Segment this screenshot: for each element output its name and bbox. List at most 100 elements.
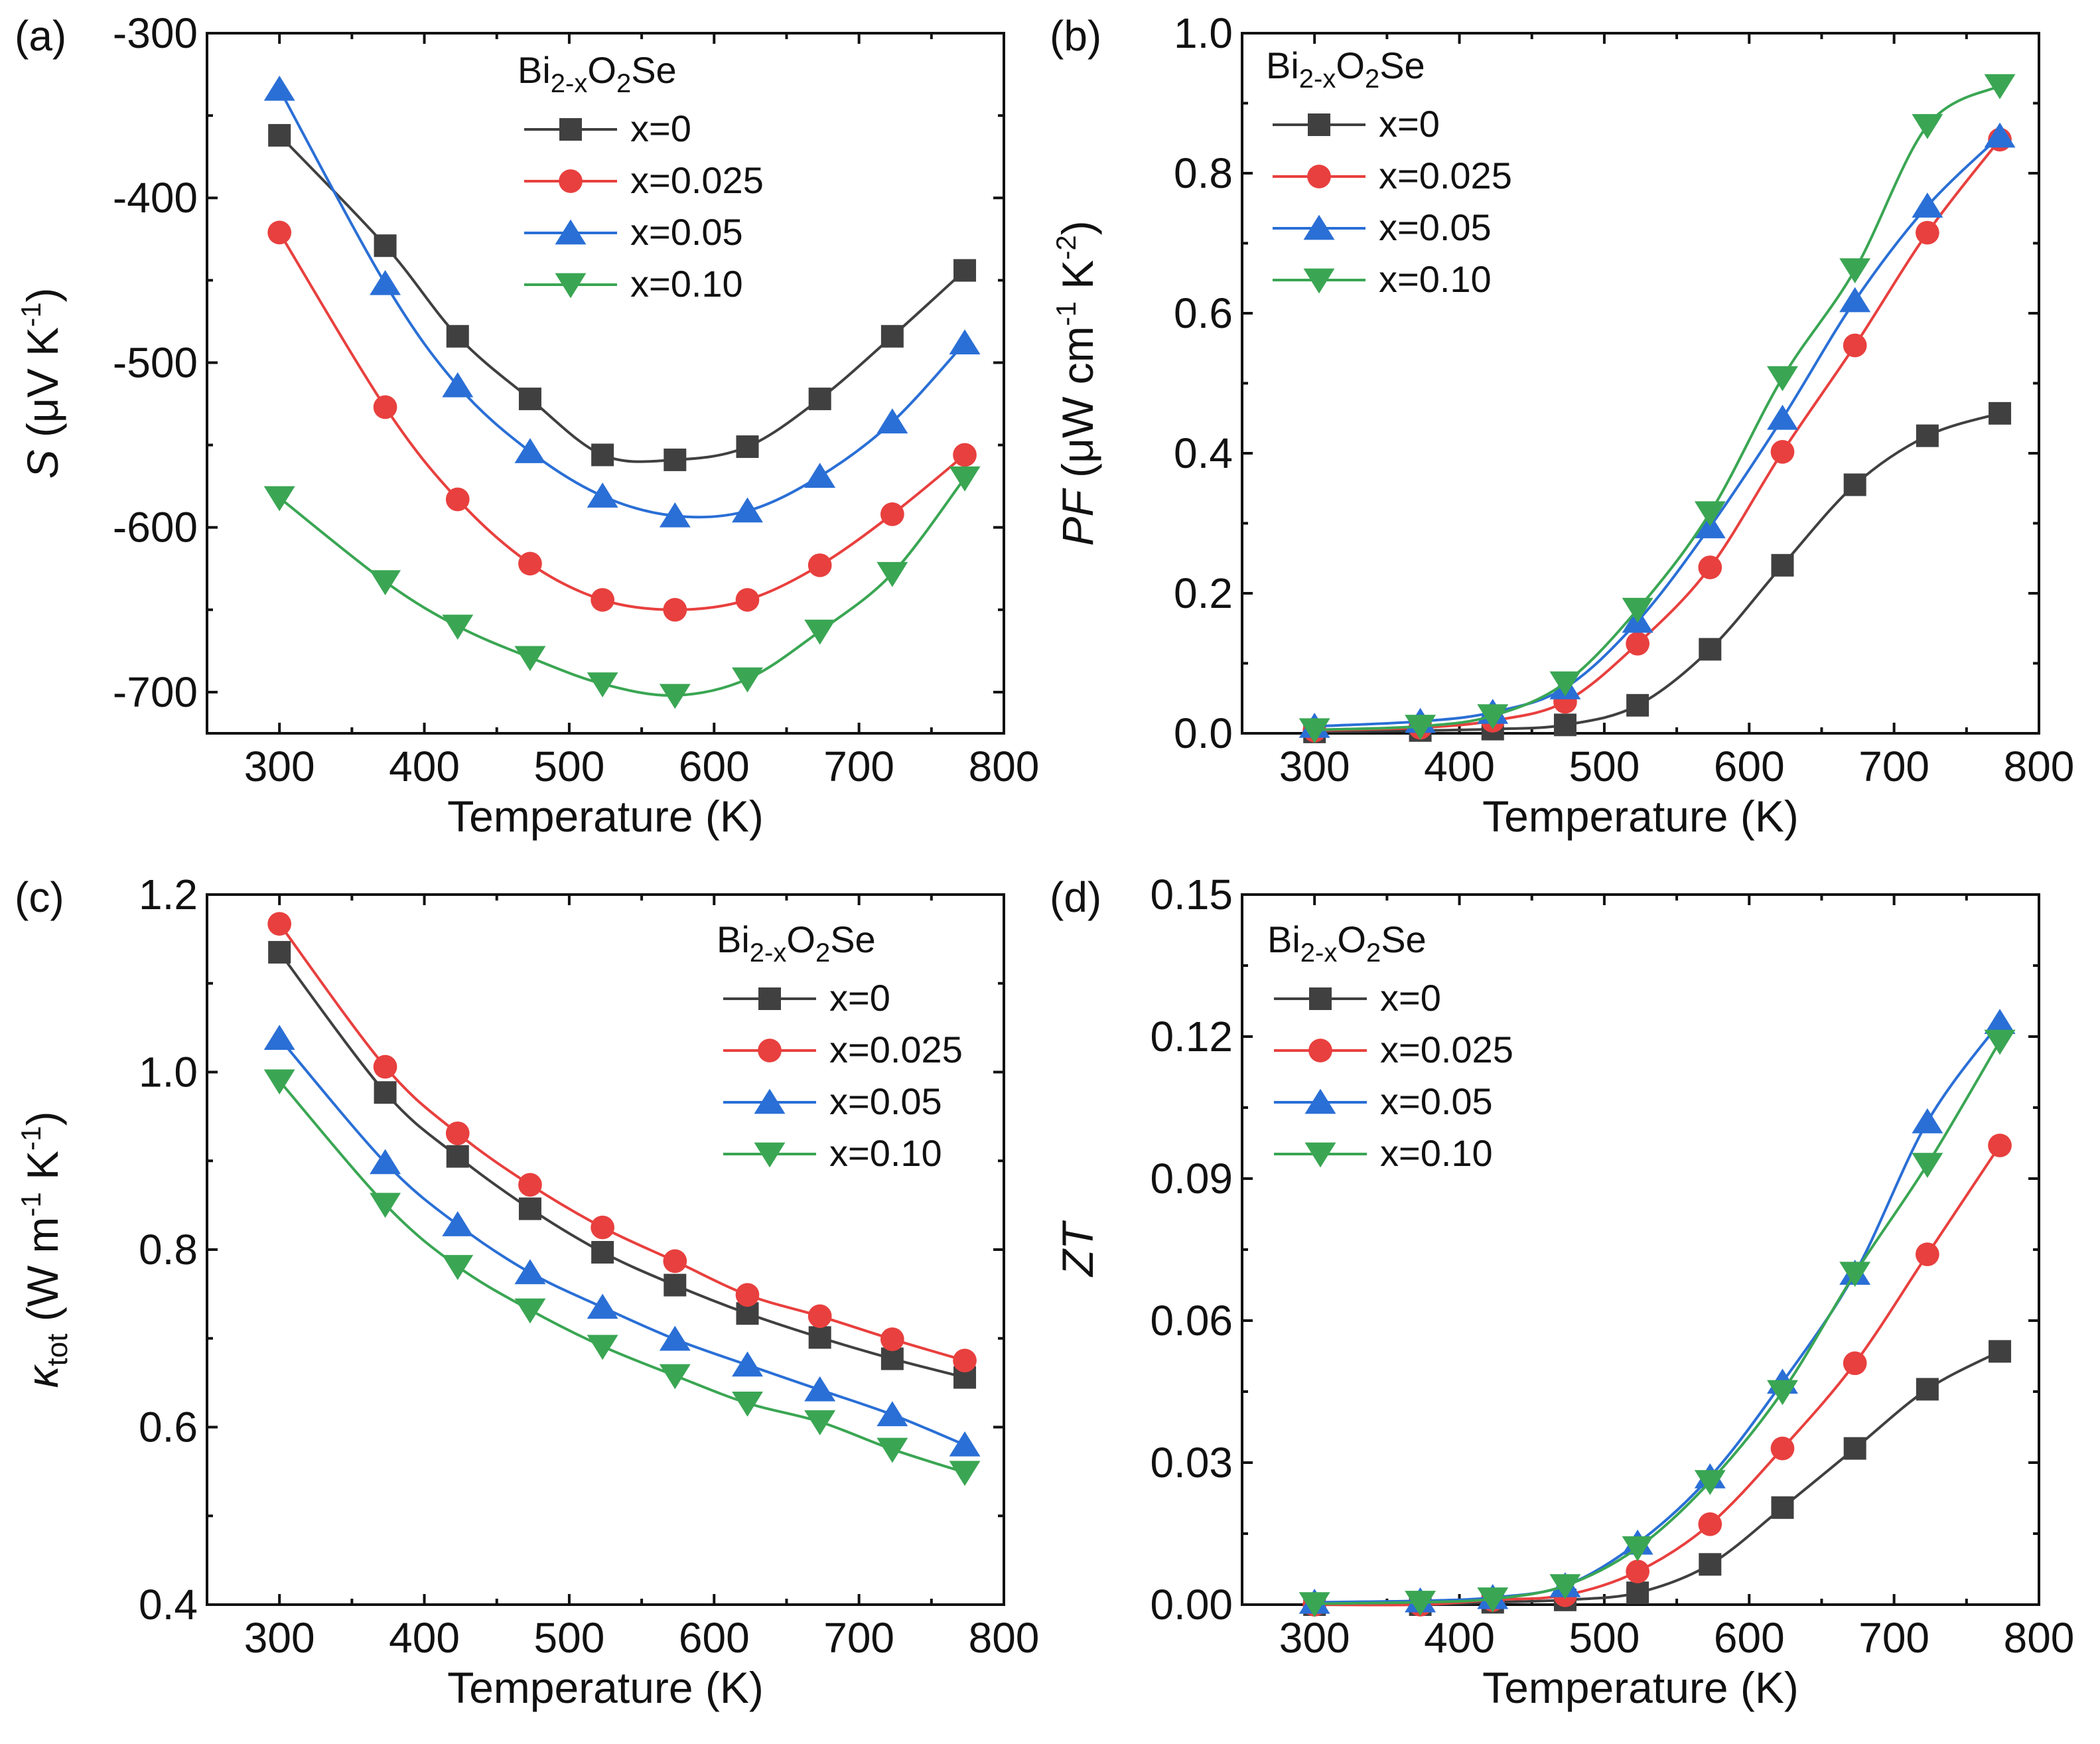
x-axis-label: Temperature (K) (1482, 1663, 1799, 1712)
y-tick-label: 0.6 (1174, 289, 1233, 337)
data-point (514, 646, 546, 672)
data-point (808, 388, 831, 411)
series-line (1314, 1350, 2000, 1607)
legend: Bi2-xO2Se x=0 x=0.025 x=0.05 x=0.10 (518, 49, 764, 305)
series-x=0 (1303, 1340, 2012, 1616)
x-tick-label: 800 (2004, 1614, 2075, 1662)
y-axis-label: κtot​ (W m-1 K-1) (15, 1112, 74, 1388)
legend-marker (1309, 987, 1332, 1010)
data-point (732, 1351, 763, 1377)
data-point (1916, 1242, 1939, 1266)
data-point (514, 1298, 546, 1324)
y-tick-label: 0.4 (139, 1581, 198, 1629)
legend-marker (559, 169, 583, 193)
data-point (735, 588, 760, 612)
series-x=0.10 (1298, 74, 2016, 744)
y-tick-label: 1.2 (139, 871, 198, 918)
x-tick-label: 600 (679, 1614, 750, 1662)
panel-a: 300 400 500 600 700 800 -300 -400 -500 -600 -700 Te… (15, 9, 1039, 841)
data-point (659, 502, 691, 528)
data-point (1694, 1470, 1726, 1495)
legend-label: x=0.025 (1379, 155, 1512, 196)
legend-label: x=0.05 (630, 211, 743, 253)
data-point (807, 1304, 832, 1329)
legend-label: x=0.10 (829, 1132, 942, 1174)
data-point (373, 395, 397, 419)
data-point (445, 1121, 470, 1145)
series-x=0.05 (263, 1025, 981, 1457)
data-point (1912, 1153, 1943, 1178)
data-point (1912, 1108, 1943, 1133)
data-point (370, 570, 401, 596)
legend: Bi2-xO2Se x=0 x=0.025 x=0.05 x=0.10 (1266, 44, 1512, 300)
series-x=0.025 (267, 220, 977, 622)
data-point (659, 684, 691, 709)
data-point (591, 588, 614, 612)
data-point (1984, 1029, 2016, 1055)
data-point (374, 1081, 397, 1104)
series-x=0.10 (263, 466, 981, 709)
legend-marker (1308, 1039, 1332, 1062)
legend-label: x=0.05 (1380, 1080, 1493, 1122)
series-line (278, 134, 966, 463)
legend-title: Bi2-xO2Se (518, 49, 677, 98)
data-point (370, 1193, 401, 1218)
data-point (1622, 1536, 1653, 1562)
data-point (1405, 715, 1436, 740)
data-point (514, 1259, 546, 1285)
legend-label: x=0.10 (1379, 258, 1492, 300)
y-tick-label: 0.8 (139, 1226, 198, 1273)
x-tick-label: 700 (823, 1614, 894, 1662)
legend-marker (754, 1142, 786, 1168)
x-axis-label: Temperature (K) (1482, 792, 1799, 841)
x-tick-label: 700 (1858, 1614, 1929, 1662)
y-tick-label: -300 (113, 9, 198, 57)
data-point (514, 438, 546, 463)
y-tick-label: -500 (113, 338, 198, 386)
data-point (1989, 401, 2012, 425)
data-point (876, 1437, 908, 1463)
plot-frame (206, 32, 1005, 735)
x-tick-label: 500 (1569, 1614, 1640, 1662)
data-point (267, 912, 292, 936)
data-point (876, 561, 908, 587)
data-point (263, 1069, 295, 1095)
data-point (659, 1364, 691, 1390)
series-line (1314, 411, 2000, 733)
data-point (1694, 501, 1726, 527)
panel-label: (a) (15, 12, 66, 60)
data-point (370, 269, 401, 295)
data-point (1916, 1378, 1939, 1401)
y-tick-label: -600 (113, 504, 198, 551)
series-x=0.10 (263, 1069, 981, 1487)
data-point (587, 482, 618, 508)
legend-label: x=0.025 (630, 159, 764, 201)
x-tick-label: 500 (1569, 743, 1640, 790)
data-point (1916, 424, 1939, 447)
data-point (804, 463, 836, 488)
series-line (1314, 1041, 2001, 1605)
data-point (263, 1025, 295, 1051)
data-point (880, 1327, 904, 1351)
data-point (1298, 718, 1330, 744)
data-point (518, 1173, 542, 1197)
data-point (1549, 1574, 1581, 1599)
x-tick-label: 300 (244, 743, 315, 790)
x-axis-label: Temperature (K) (447, 1663, 764, 1712)
series-x=0.025 (267, 912, 977, 1373)
data-point (268, 123, 291, 147)
data-point (1626, 1560, 1649, 1583)
data-point (373, 1054, 397, 1079)
legend-marker (1304, 1088, 1336, 1114)
data-point (1767, 1380, 1798, 1406)
data-point (587, 672, 618, 697)
data-point (880, 325, 904, 348)
legend-title: Bi2-xO2Se (1266, 44, 1425, 94)
x-tick-label: 700 (1858, 743, 1929, 790)
data-point (1916, 220, 1939, 245)
data-point (268, 940, 291, 964)
data-point (804, 1376, 836, 1402)
legend-marker (1304, 1142, 1336, 1168)
data-point (1771, 1496, 1794, 1519)
data-point (732, 497, 763, 523)
